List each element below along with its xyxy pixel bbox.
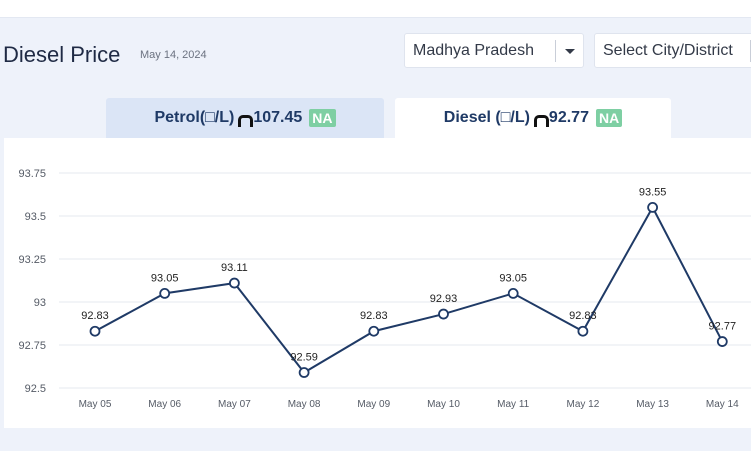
data-label: 92.83	[569, 310, 597, 322]
tab-diesel[interactable]: Diesel (□/L) 92.77 NA	[395, 98, 671, 138]
select-divider	[555, 40, 556, 62]
tab-petrol-label: Petrol(□/L)	[154, 109, 235, 126]
x-tick-label: May 06	[148, 399, 181, 410]
data-point	[716, 336, 728, 347]
y-tick-label: 93.75	[18, 168, 46, 180]
data-point	[228, 277, 240, 289]
tab-petrol[interactable]: Petrol(□/L) 107.45 NA	[106, 98, 384, 138]
state-select-value: Madhya Pradesh	[413, 41, 534, 59]
data-label: 92.83	[360, 310, 388, 322]
rupee-icon	[533, 112, 549, 127]
x-tick-label: May 13	[636, 399, 669, 410]
y-tick-label: 92.75	[18, 340, 46, 352]
data-label: 92.93	[430, 293, 458, 305]
data-point	[438, 308, 449, 320]
y-tick-label: 93.5	[25, 211, 46, 223]
data-point	[647, 202, 658, 213]
page-title: Diesel Price	[3, 42, 121, 67]
data-point	[89, 325, 101, 337]
data-point	[159, 287, 171, 299]
data-label: 92.59	[290, 352, 318, 364]
x-tick-label: May 08	[288, 399, 321, 410]
data-point	[577, 325, 589, 337]
data-label: 93.55	[639, 186, 667, 198]
city-select-value: Select City/District	[603, 41, 733, 59]
data-label: 92.83	[81, 310, 109, 322]
tab-petrol-badge: NA	[309, 109, 336, 127]
tab-petrol-price: 107.45	[253, 109, 303, 126]
x-tick-label: May 11	[497, 399, 529, 410]
data-label: 93.05	[499, 272, 527, 284]
price-line-chart: 92.5 92.75 93 93.25 93.5 93.75 92.83 May 05 93.0…	[18, 168, 751, 410]
city-select[interactable]: Select City/District	[594, 33, 751, 68]
x-tick-label: May 07	[218, 399, 251, 410]
x-tick-label: May 14	[706, 399, 739, 410]
caret-down-icon[interactable]	[565, 49, 575, 54]
page-date: May 14, 2024	[140, 49, 207, 61]
chart-panel: 92.5 92.75 93 93.25 93.5 93.75 92.83 May 05 93.0…	[4, 138, 751, 428]
x-tick-label: May 12	[567, 399, 600, 410]
y-tick-label: 92.5	[25, 383, 46, 395]
tab-diesel-label: Diesel (□/L)	[443, 109, 530, 126]
data-label: 93.05	[151, 272, 179, 284]
state-select[interactable]: Madhya Pradesh	[404, 33, 584, 68]
y-tick-label: 93.25	[18, 254, 46, 266]
series-line	[94, 205, 724, 374]
x-tick-label: May 05	[79, 399, 112, 410]
tab-diesel-badge: NA	[595, 109, 623, 127]
y-tick-label: 93	[34, 297, 46, 309]
top-strip	[0, 0, 751, 18]
rupee-icon	[238, 112, 254, 127]
x-tick-label: May 10	[427, 399, 460, 410]
x-tick-label: May 09	[357, 399, 390, 410]
data-point	[507, 287, 519, 299]
data-label: 93.11	[221, 262, 248, 274]
tab-diesel-price: 92.77	[548, 109, 589, 126]
data-label: 92.77	[709, 321, 737, 333]
data-point	[368, 325, 380, 337]
data-point	[298, 367, 310, 378]
